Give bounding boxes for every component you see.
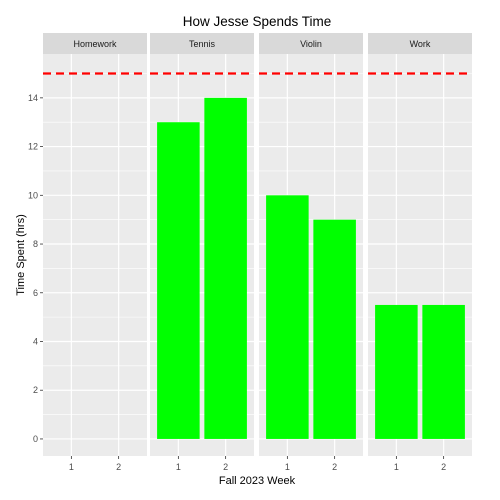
bar-violin-week-1: [266, 195, 309, 439]
facet-strip: [368, 33, 472, 54]
facet-tennis: Tennis 1 2: [150, 33, 254, 472]
x-tick-label: 2: [441, 462, 446, 472]
y-tick-label: 14: [28, 93, 38, 103]
bar-work-week-2: [422, 304, 465, 439]
facet-strip: [259, 33, 363, 54]
x-tick-label: 1: [176, 462, 181, 472]
facet-violin: Violin 1 2: [259, 33, 363, 472]
y-tick-label: 0: [33, 434, 38, 444]
y-axis-title: Time Spent (hrs): [15, 214, 27, 296]
x-tick-label: 1: [285, 462, 290, 472]
bar-tennis-week-2: [204, 97, 247, 439]
facet-strip: [43, 33, 147, 54]
x-axis-title: Fall 2023 Week: [219, 475, 296, 487]
facet-strip-label: Work: [410, 39, 431, 49]
y-tick-label: 2: [33, 385, 38, 395]
y-tick-label: 6: [33, 288, 38, 298]
y-tick-label: 12: [28, 142, 38, 152]
facet-strip-label: Homework: [73, 39, 117, 49]
y-tick-label: 4: [33, 336, 38, 346]
bar-tennis-week-1: [157, 122, 200, 439]
x-tick-label: 1: [69, 462, 74, 472]
facet-homework: Homework 1 2: [43, 33, 147, 472]
y-axis: 0 2 4 6 8 10 12 14: [28, 93, 43, 444]
facet-strip: [150, 33, 254, 54]
x-tick-label: 2: [223, 462, 228, 472]
panel-background: [43, 54, 147, 456]
x-tick-label: 2: [116, 462, 121, 472]
facet-strip-label: Tennis: [189, 39, 216, 49]
chart-title: How Jesse Spends Time: [183, 14, 332, 29]
x-tick-label: 2: [332, 462, 337, 472]
facet-panels: Homework 1 2 Tennis 1 2 Violin 1 2 Work 1 2: [43, 33, 472, 472]
facet-work: Work 1 2: [368, 33, 472, 472]
y-tick-label: 10: [28, 190, 38, 200]
x-tick-label: 1: [394, 462, 399, 472]
y-tick-label: 8: [33, 239, 38, 249]
bar-violin-week-2: [313, 219, 356, 439]
facet-strip-label: Violin: [300, 39, 322, 49]
bar-work-week-1: [375, 304, 418, 439]
